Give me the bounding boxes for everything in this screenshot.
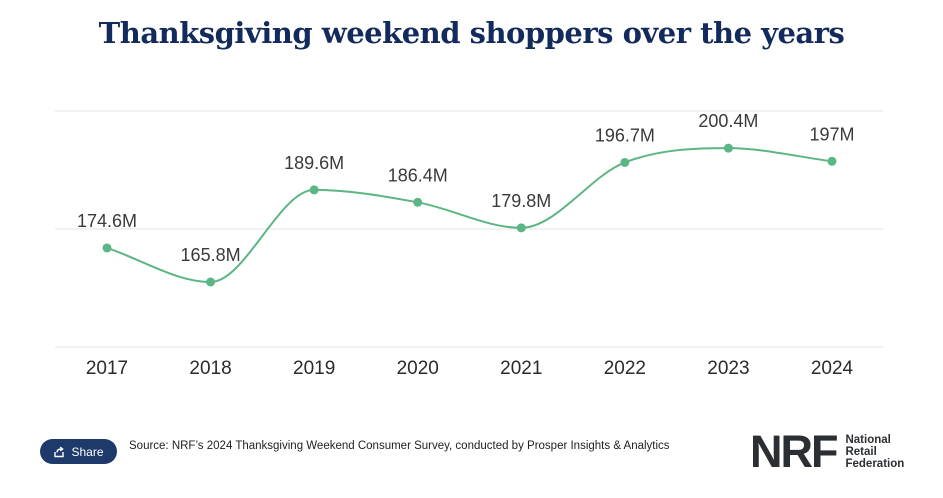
nrf-logo[interactable]: NRF National Retail Federation: [750, 426, 904, 477]
data-label: 196.7M: [595, 125, 655, 145]
data-label: 165.8M: [181, 245, 241, 265]
data-label: 174.6M: [77, 211, 137, 231]
data-point[interactable]: [413, 197, 423, 207]
logo-line-2: Retail: [845, 446, 877, 458]
chart-title: Thanksgiving weekend shoppers over the y…: [98, 16, 845, 50]
logo-line-3: Federation: [845, 458, 905, 470]
logo-mark: NRF: [750, 426, 838, 477]
data-label: 189.6M: [284, 153, 344, 173]
data-point[interactable]: [206, 277, 216, 287]
source-note: Source: NRF’s 2024 Thanksgiving Weekend …: [129, 440, 670, 452]
x-axis-ticks: 2017 2018 2019 2020 2021 2022 2023 2024: [86, 358, 854, 379]
data-labels: 174.6M 165.8M 189.6M 186.4M 179.8M 196.7M 200.…: [77, 111, 855, 265]
data-label: 197M: [809, 124, 854, 144]
x-tick-label: 2020: [397, 358, 439, 379]
gridlines: [55, 110, 883, 348]
data-label: 179.8M: [491, 191, 551, 211]
data-label: 200.4M: [698, 111, 758, 131]
data-point[interactable]: [620, 157, 630, 167]
series-line: [106, 147, 833, 284]
x-tick-label: 2024: [811, 358, 854, 379]
x-tick-label: 2023: [707, 358, 749, 379]
share-icon: [54, 446, 65, 457]
x-tick-label: 2022: [604, 358, 646, 379]
x-tick-label: 2017: [86, 358, 128, 379]
data-point[interactable]: [516, 223, 526, 233]
data-point[interactable]: [102, 243, 112, 253]
x-tick-label: 2018: [189, 358, 231, 379]
share-button[interactable]: Share: [40, 439, 117, 464]
logo-line-1: National: [845, 434, 891, 446]
data-point[interactable]: [827, 156, 837, 166]
logo-text: National Retail Federation: [845, 434, 904, 470]
x-tick-label: 2021: [500, 358, 542, 379]
x-tick-label: 2019: [293, 358, 335, 379]
line-chart: 174.6M 165.8M 189.6M 186.4M 179.8M 196.7M 200.…: [55, 110, 883, 379]
data-point[interactable]: [309, 185, 319, 195]
data-label: 186.4M: [388, 165, 448, 185]
series-line-layer: [106, 147, 833, 284]
data-points: [102, 143, 837, 287]
data-point[interactable]: [723, 143, 733, 153]
share-label: Share: [71, 444, 104, 459]
